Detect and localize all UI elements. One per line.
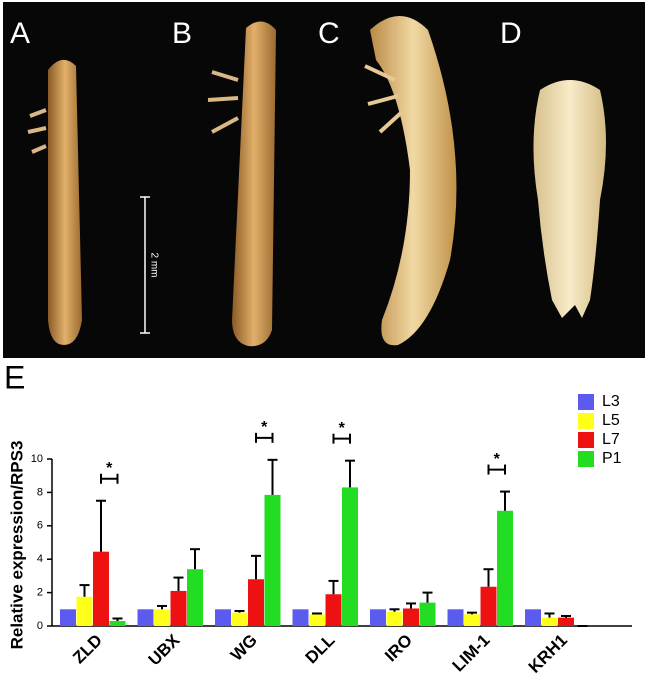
y-tick-label: 10 [31,453,43,465]
x-tick-label: IRO [381,631,416,666]
x-tick-label: UBX [145,630,184,669]
bar [93,551,109,626]
bar [541,617,558,626]
bar [231,612,248,626]
legend-swatch [578,413,594,429]
bar [309,614,325,626]
x-tick-label: KRH1 [525,631,571,677]
y-axis-label: Relative expression/RPS3 [7,441,26,650]
bar [187,569,203,626]
panel-label: D [500,17,522,50]
bar [325,594,342,626]
bar [154,609,170,626]
bar [447,609,464,626]
panel-label: A [10,17,30,50]
significance-mark: * [494,451,501,468]
significance-mark: * [106,460,113,477]
bar [403,608,419,626]
bar [248,579,264,626]
y-tick-label: 8 [37,486,43,498]
bar [76,596,93,626]
legend-label: L3 [602,393,620,410]
bar [558,617,574,626]
bar [464,614,480,626]
bar [497,510,513,626]
bar [215,609,231,626]
panel-label: B [172,17,192,50]
bar [109,620,126,626]
bar [525,609,541,626]
bar [137,609,154,626]
x-tick-label: ZLD [69,631,106,668]
bar [370,609,386,626]
bar [342,487,358,626]
bar [264,494,281,626]
panel-label: E [4,359,25,395]
bar [60,609,76,626]
specimen-c [364,16,457,346]
significance-mark: * [261,419,268,436]
legend-swatch [578,394,594,410]
bar [419,602,436,626]
y-tick-label: 6 [37,520,43,532]
bar [480,586,497,626]
legend-swatch [578,451,594,467]
legend-swatch [578,432,594,448]
y-tick-label: 2 [37,587,43,599]
x-tick-label: LIM-1 [449,631,494,676]
specimen-a [27,59,82,345]
y-tick-label: 0 [37,620,43,632]
scale-bar-label: 2 mm [148,253,159,278]
legend-label: P1 [602,450,622,467]
specimen-b [207,21,276,347]
significance-mark: * [339,420,346,437]
specimen-d [533,80,606,318]
y-tick-label: 4 [37,553,43,565]
x-tick-label: WG [227,631,261,665]
x-tick-label: DLL [302,631,339,668]
panel-label: C [318,17,340,50]
bar [292,609,309,626]
bar [386,611,403,626]
bar [170,590,187,626]
legend-label: L5 [602,412,620,429]
legend-label: L7 [602,431,620,448]
